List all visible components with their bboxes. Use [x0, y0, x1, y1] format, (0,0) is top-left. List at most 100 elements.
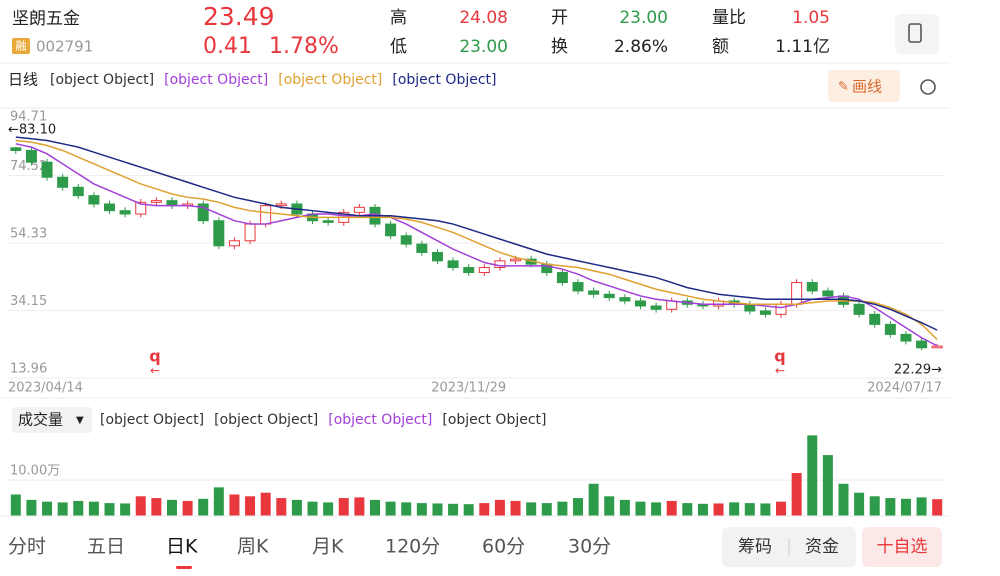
x-tick-label: 2024/07/17	[867, 381, 942, 396]
marker[interactable]: q	[149, 347, 160, 366]
y-tick-label: 54.33	[10, 227, 47, 242]
tab[interactable]: 30分	[568, 536, 611, 558]
draw-button[interactable]	[828, 70, 900, 102]
ma-line	[15, 143, 938, 347]
price: 23.49	[203, 2, 275, 31]
tab[interactable]: 日K	[166, 536, 198, 558]
device-icon	[908, 23, 922, 43]
volume-bar	[682, 503, 693, 516]
candle-body	[884, 323, 896, 335]
candle-body	[791, 282, 803, 305]
volume-selector[interactable]	[12, 407, 92, 433]
candle-body	[385, 223, 397, 237]
draw-label: 画线	[852, 78, 882, 96]
watch-button-bg	[862, 527, 942, 567]
stock-name: 坚朗五金	[12, 9, 80, 29]
tab[interactable]: 五日	[87, 536, 125, 558]
max-annotation: ←83.10	[8, 123, 56, 138]
volume-bar	[776, 501, 787, 516]
settings-icon[interactable]	[920, 79, 936, 95]
candle-body	[588, 290, 600, 295]
ma-legend: [object Object]	[50, 72, 154, 88]
y-tick-label: 13.96	[10, 362, 47, 377]
change: 0.41	[203, 34, 252, 59]
marker[interactable]: q	[774, 347, 785, 366]
volume-bar	[604, 496, 615, 516]
volume-bar	[401, 502, 412, 516]
candle-body	[88, 195, 100, 205]
volume-bar	[10, 494, 21, 516]
volume-bar	[369, 499, 380, 516]
volume-bar	[354, 497, 365, 516]
candle-body	[150, 200, 162, 203]
period: 日线	[8, 71, 38, 89]
volume-bar	[88, 501, 99, 516]
stat-value: 1.05	[792, 8, 830, 28]
tab[interactable]: 120分	[385, 536, 440, 558]
pen-icon: ✎	[838, 80, 849, 95]
candle-body	[57, 176, 69, 188]
stat-value: 23.00	[619, 8, 668, 28]
volume-bar	[822, 455, 833, 516]
volume-bar	[166, 499, 177, 516]
candle-body	[759, 310, 771, 315]
volume-title: 成交量	[18, 411, 63, 429]
button[interactable]: 资金	[805, 537, 839, 557]
stat-value: 2.86%	[614, 37, 668, 57]
candle-body	[400, 235, 412, 245]
candle-body	[10, 147, 22, 151]
candle-body	[447, 260, 459, 269]
candle-body	[322, 220, 334, 223]
volume-legend: [object Object]	[442, 412, 546, 428]
volume-bar	[198, 498, 209, 516]
volume-bar	[26, 499, 37, 516]
volume-bar	[151, 498, 162, 516]
tab[interactable]: 60分	[482, 536, 525, 558]
device-button[interactable]	[895, 14, 939, 54]
tab[interactable]: 周K	[237, 536, 269, 558]
volume-bar	[697, 503, 708, 516]
tab-indicator	[176, 566, 192, 569]
candle-body	[197, 203, 209, 222]
stat-label: 开	[551, 8, 568, 28]
volume-bar	[260, 492, 271, 516]
volume-bar	[57, 502, 68, 516]
tab[interactable]: 月K	[312, 536, 344, 558]
volume-bar	[744, 503, 755, 516]
candle-body	[431, 251, 443, 262]
volume-legend: [object Object]	[100, 412, 204, 428]
volume-bar	[838, 483, 849, 516]
ma-legend: [object Object]	[278, 72, 382, 88]
candle-body	[104, 203, 116, 212]
volume-legend: [object Object]	[214, 412, 318, 428]
candle-body	[806, 282, 818, 292]
candle-body	[603, 293, 615, 299]
volume-bar	[182, 500, 193, 516]
y-tick-label: 94.71	[10, 110, 47, 125]
volume-bar	[463, 504, 474, 516]
button[interactable]: 十自选	[877, 537, 928, 557]
y-tick-label: 34.15	[10, 294, 47, 309]
candle-body	[572, 282, 584, 292]
volume-bar	[760, 503, 771, 516]
dropdown-arrow: ▼	[76, 415, 84, 426]
tag-box	[12, 38, 30, 54]
ma-legend: [object Object]	[392, 72, 496, 88]
candle-body	[244, 223, 256, 242]
tab[interactable]: 分时	[8, 536, 46, 558]
volume-bar	[432, 503, 443, 516]
candle-body	[869, 313, 881, 325]
marker-arrow: ←	[775, 364, 785, 378]
tag: 融	[16, 40, 27, 53]
volume-bar	[307, 501, 318, 516]
volume-bar	[135, 496, 146, 516]
button[interactable]: 筹码	[738, 537, 772, 557]
candle-body	[416, 243, 428, 253]
candle-body	[41, 161, 53, 178]
volume-bar	[385, 501, 396, 516]
volume-bar	[229, 494, 240, 516]
volume-bar	[104, 503, 115, 516]
volume-bar	[448, 503, 459, 516]
